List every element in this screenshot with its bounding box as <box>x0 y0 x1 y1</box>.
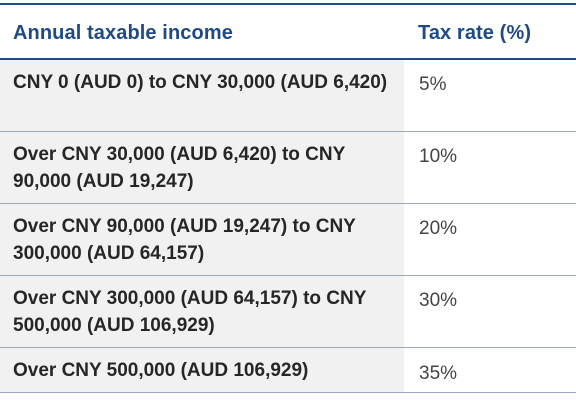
income-cell: Over CNY 30,000 (AUD 6,420) to CNY 90,00… <box>0 132 404 203</box>
table-body: CNY 0 (AUD 0) to CNY 30,000 (AUD 6,420) … <box>0 60 576 393</box>
income-cell: Over CNY 500,000 (AUD 106,929) <box>0 348 404 392</box>
header-annual-taxable-income: Annual taxable income <box>13 22 233 44</box>
table-row: Over CNY 30,000 (AUD 6,420) to CNY 90,00… <box>0 132 576 204</box>
header-tax-rate: Tax rate (%) <box>418 22 532 44</box>
rate-cell: 35% <box>419 363 458 384</box>
income-cell: Over CNY 90,000 (AUD 19,247) to CNY 300,… <box>0 204 404 275</box>
income-cell: CNY 0 (AUD 0) to CNY 30,000 (AUD 6,420) <box>0 60 404 131</box>
table-row: CNY 0 (AUD 0) to CNY 30,000 (AUD 6,420) … <box>0 60 576 132</box>
table-row: Over CNY 500,000 (AUD 106,929) 35% <box>0 348 576 393</box>
income-cell: Over CNY 300,000 (AUD 64,157) to CNY 500… <box>0 276 404 347</box>
rate-cell: 20% <box>419 218 458 239</box>
table-header-row: Annual taxable income Tax rate (%) <box>0 5 576 60</box>
rate-cell: 30% <box>419 290 458 311</box>
table-row: Over CNY 90,000 (AUD 19,247) to CNY 300,… <box>0 204 576 276</box>
top-rule <box>0 3 576 5</box>
rate-cell: 10% <box>419 146 458 167</box>
rate-cell: 5% <box>419 74 447 95</box>
table-row: Over CNY 300,000 (AUD 64,157) to CNY 500… <box>0 276 576 348</box>
